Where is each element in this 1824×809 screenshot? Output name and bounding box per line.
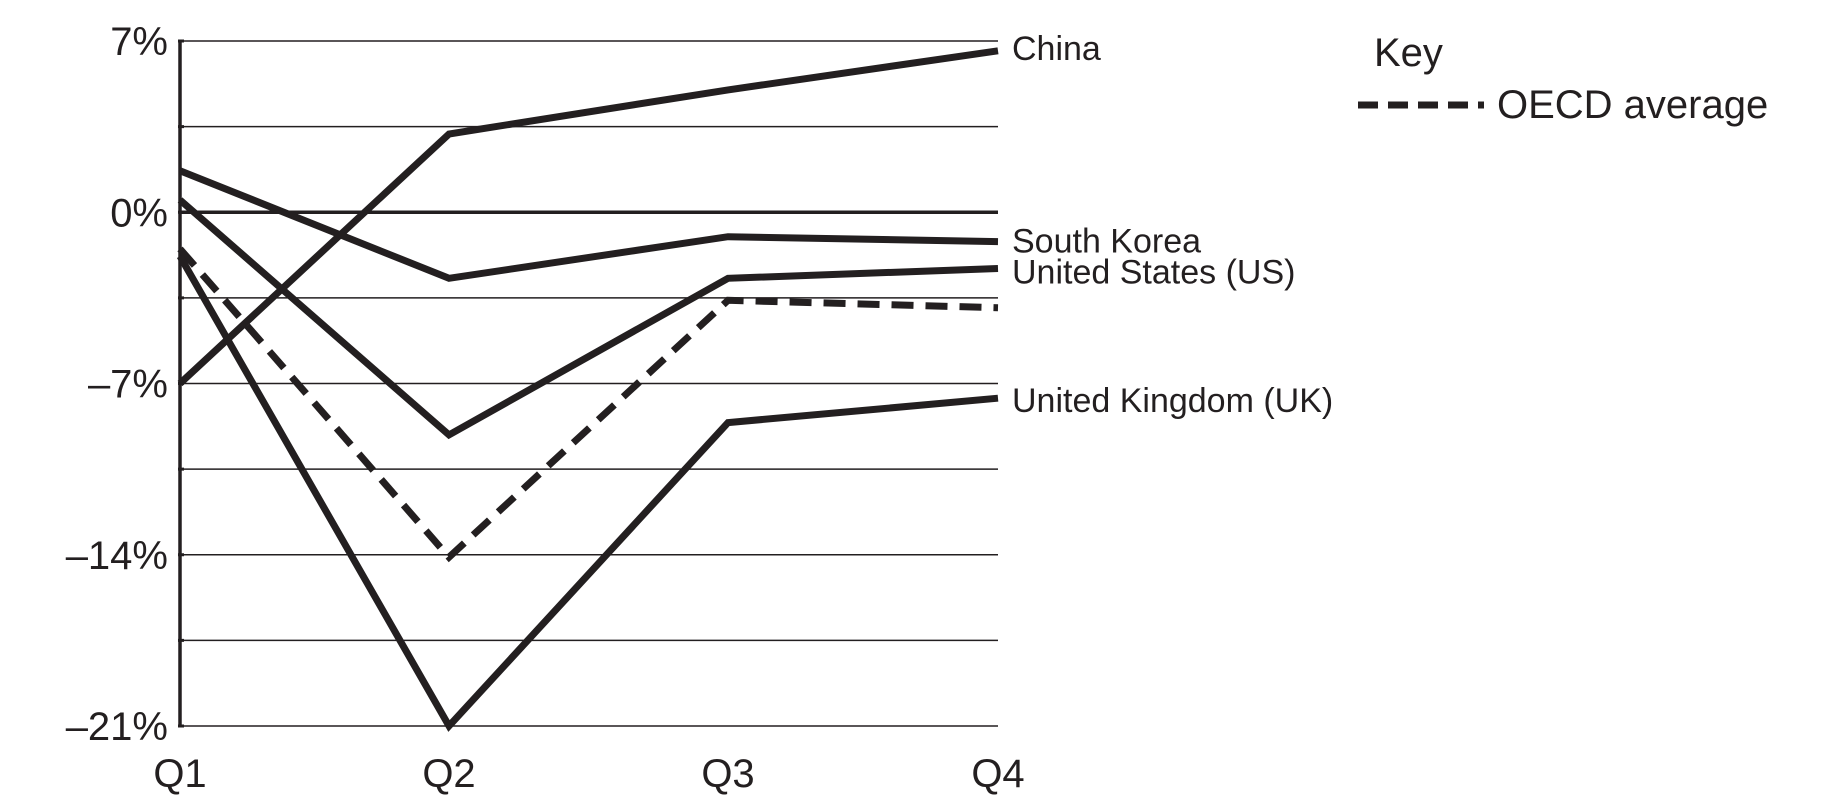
y-tick-label-2: 0% — [110, 191, 168, 235]
series-line-south-korea — [178, 167, 999, 282]
x-tick-label-q1: Q1 — [153, 752, 206, 796]
series-line-united-kingdom-uk — [176, 254, 999, 732]
legend: Key OECD average — [1358, 31, 1768, 127]
series-line-oecd-average — [177, 246, 999, 563]
series-label-south-korea: South Korea — [1012, 223, 1201, 261]
series-label-united-states-us: United States (US) — [1012, 254, 1295, 292]
series-line-china — [177, 47, 999, 387]
y-tick-label-4: –7% — [88, 363, 168, 407]
y-tick-label-6: –14% — [66, 534, 168, 578]
grid-lines — [180, 40, 998, 727]
x-tick-label-q2: Q2 — [422, 752, 475, 796]
legend-title: Key — [1374, 31, 1443, 75]
x-tick-label-q3: Q3 — [701, 752, 754, 796]
x-tick-label-q4: Q4 — [971, 752, 1024, 796]
x-axis: Q1 Q2 Q3 Q4 — [153, 752, 1024, 796]
y-axis: 7% 0% –7% –14% –21% — [66, 20, 184, 749]
series-lines — [176, 47, 999, 732]
y-tick-label-8: –21% — [66, 705, 168, 749]
legend-entry-oecd-average: OECD average — [1497, 83, 1768, 127]
series-label-china: China — [1012, 30, 1101, 68]
y-tick-label-0: 7% — [110, 20, 168, 64]
series-line-united-states-us — [177, 197, 999, 440]
series-label-united-kingdom-uk: United Kingdom (UK) — [1012, 382, 1333, 420]
